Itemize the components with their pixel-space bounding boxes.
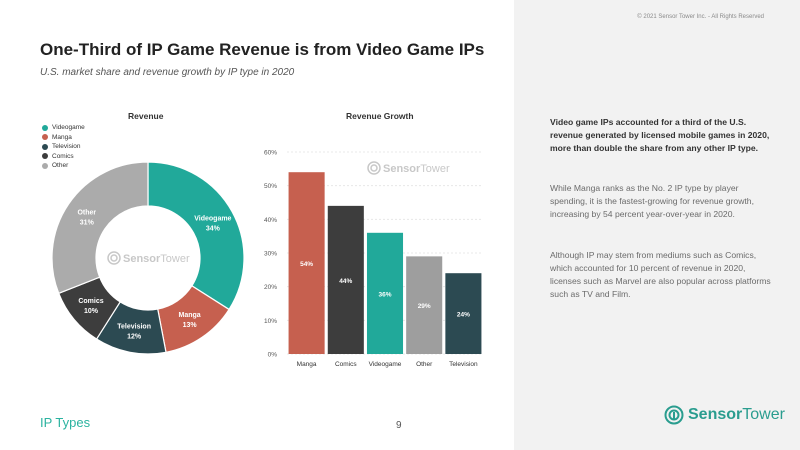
watermark-text: SensorTower xyxy=(383,163,450,175)
sensortower-watermark: SensorTower xyxy=(367,161,450,175)
page-subtitle: U.S. market share and revenue growth by … xyxy=(40,67,295,78)
page-title: One-Third of IP Game Revenue is from Vid… xyxy=(40,40,485,59)
bar-comics xyxy=(327,205,364,354)
watermark-text: SensorTower xyxy=(123,253,190,265)
slice-label: Comics xyxy=(78,298,103,305)
legend-item-videogame: Videogame xyxy=(42,123,85,133)
x-tick-label: Other xyxy=(416,361,433,368)
revenue-legend: Videogame Manga Television Comics Other xyxy=(42,123,85,171)
revenue-donut-chart: Videogame 34% Manga 13% Television 12% Comics 1… xyxy=(51,161,245,355)
slice-value-label: 31% xyxy=(80,219,95,226)
growth-chart-title: Revenue Growth xyxy=(346,111,414,121)
legend-label: Manga xyxy=(52,133,72,141)
bar-value-label: 24% xyxy=(457,312,470,319)
bar-value-label: 36% xyxy=(378,291,391,298)
x-tick-label: Manga xyxy=(297,361,317,368)
y-tick-label: 60% xyxy=(264,150,277,157)
y-tick-label: 30% xyxy=(264,251,277,258)
bar-value-label: 44% xyxy=(339,278,352,285)
slice-value-label: 12% xyxy=(127,334,142,341)
bar-videogame xyxy=(366,232,404,354)
legend-item-manga: Manga xyxy=(42,133,85,143)
legend-label: Videogame xyxy=(52,124,85,132)
slice-value-label: 10% xyxy=(84,308,99,315)
panel-paragraph-2: While Manga ranks as the No. 2 IP type b… xyxy=(550,183,754,219)
bar-value-label: 29% xyxy=(418,303,431,310)
slice-label: Television xyxy=(117,324,151,331)
slice-value-label: 13% xyxy=(183,322,198,329)
revenue-growth-bar-chart: 0% 10% 20% 30% 40% 50% 60% 54% Manga 44% Comics 36%… xyxy=(264,150,483,368)
y-tick-label: 50% xyxy=(264,183,277,190)
bar-television xyxy=(445,273,482,354)
slice-label: Videogame xyxy=(194,215,231,222)
sensortower-logo-icon xyxy=(664,405,684,425)
donut-slice-videogame xyxy=(147,161,245,311)
slice-label: Other xyxy=(77,209,96,216)
bar-value-label: 54% xyxy=(300,261,313,268)
sensortower-watermark: SensorTower xyxy=(107,251,190,265)
side-panel xyxy=(514,0,800,450)
donut-slice-other xyxy=(51,161,149,295)
legend-item-other: Other xyxy=(42,161,85,171)
legend-swatch xyxy=(42,162,48,169)
copyright-text: © 2021 Sensor Tower Inc. - All Rights Re… xyxy=(637,14,764,20)
x-tick-label: Comics xyxy=(335,361,357,368)
legend-label: Television xyxy=(52,143,81,151)
y-tick-label: 0% xyxy=(268,352,278,359)
y-tick-label: 20% xyxy=(264,284,277,291)
section-label: IP Types xyxy=(40,415,91,430)
bar-other xyxy=(406,256,443,354)
brand-name: SensorTower xyxy=(688,406,785,423)
page-number: 9 xyxy=(396,420,402,431)
legend-swatch xyxy=(42,134,48,141)
legend-item-television: Television xyxy=(42,142,85,152)
slice-label: Manga xyxy=(179,312,201,319)
panel-paragraph-3: Although IP may stem from mediums such a… xyxy=(550,250,771,299)
legend-label: Other xyxy=(52,162,69,170)
legend-swatch xyxy=(42,153,48,160)
legend-swatch xyxy=(42,124,48,131)
bar-manga xyxy=(288,172,325,354)
panel-paragraph-1: Video game IPs accounted for a third of … xyxy=(550,117,770,153)
x-tick-label: Videogame xyxy=(369,361,402,368)
legend-item-comics: Comics xyxy=(42,152,85,162)
revenue-chart-title: Revenue xyxy=(128,111,164,121)
legend-swatch xyxy=(42,143,48,150)
x-tick-label: Television xyxy=(449,361,478,368)
legend-label: Comics xyxy=(52,152,74,160)
brand-logo: SensorTower xyxy=(664,405,785,425)
y-tick-label: 40% xyxy=(264,217,277,224)
y-tick-label: 10% xyxy=(264,318,277,325)
slice-value-label: 34% xyxy=(206,225,221,232)
